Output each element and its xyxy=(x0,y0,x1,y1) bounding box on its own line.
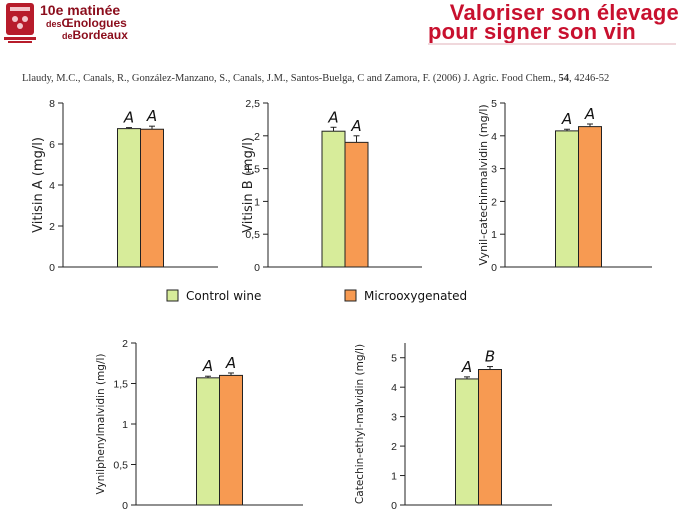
y-tick-label: 0,5 xyxy=(245,229,260,241)
bar-control xyxy=(117,128,141,268)
logo-small-des: des xyxy=(46,19,62,29)
y-tick-label: 5 xyxy=(391,353,397,365)
y-axis-title: Vynil-catechinmalvidin (mg/l) xyxy=(477,104,490,265)
y-axis-title: Vynilphenylmalvidin (mg/l) xyxy=(95,354,107,495)
chart-5: 0 1 2 3 4 5 Catechin-ethyl-malvidin (mg/l) AB xyxy=(354,343,552,512)
bar-microoxygenated xyxy=(478,369,502,506)
chart-1: 0 2 4 6 8 Vitisin A (mg/l) A A xyxy=(31,98,218,274)
y-tick-label: 1 xyxy=(122,419,128,431)
y-tick-label: 4 xyxy=(49,180,55,192)
y-tick-label: 3 xyxy=(491,164,497,176)
y-tick-label: 0 xyxy=(391,500,397,512)
significance-letter: A xyxy=(461,358,472,376)
y-tick-label: 8 xyxy=(49,98,55,110)
legend-swatch xyxy=(166,289,179,302)
legend-label: Control wine xyxy=(186,289,261,303)
logo-bordeaux: Bordeaux xyxy=(72,28,128,42)
y-tick-label: 4 xyxy=(491,131,497,143)
y-axis-title: Vitisin B (mg/l) xyxy=(241,137,256,233)
y-tick-label: 3 xyxy=(391,412,397,424)
bar-control xyxy=(196,377,220,506)
y-tick-label: 2 xyxy=(391,441,397,453)
y-tick-label: 4 xyxy=(391,382,397,394)
bar-microoxygenated xyxy=(219,374,243,506)
bar-control xyxy=(555,130,579,268)
logo-small-de: de xyxy=(62,31,73,41)
bar-microoxygenated xyxy=(344,141,369,268)
significance-letter: A xyxy=(146,107,157,125)
bar-microoxygenated xyxy=(578,126,602,268)
bar-microoxygenated xyxy=(140,128,164,268)
chart-2: 0 0,5 1 1,5 2 2,5 Vitisin B (mg/l) A A xyxy=(241,98,422,274)
logo-line-3: deBordeaux xyxy=(62,28,128,42)
significance-letter: A xyxy=(225,354,236,372)
citation-pages: , 4246-52 xyxy=(569,73,610,84)
significance-letter: A xyxy=(202,357,213,375)
citation: Llaudy, M.C., Canals, R., González-Manza… xyxy=(22,73,609,84)
y-tick-label: 2,5 xyxy=(245,98,260,110)
significance-letter: A xyxy=(327,108,338,126)
significance-letter: A xyxy=(123,109,134,127)
y-tick-label: 1 xyxy=(254,196,260,208)
y-tick-label: 2 xyxy=(491,196,497,208)
oenologues-seal-icon xyxy=(4,3,36,43)
bar-control xyxy=(321,130,346,268)
y-tick-label: 1,5 xyxy=(113,379,128,391)
logo-line-2: desŒnologues xyxy=(46,16,127,30)
legend-label: Microoxygenated xyxy=(364,289,467,303)
y-tick-label: 2 xyxy=(49,221,55,233)
bar-control xyxy=(455,378,479,506)
y-tick-label: 0 xyxy=(254,262,260,274)
title-underline xyxy=(428,43,676,45)
y-tick-label: 2 xyxy=(122,338,128,350)
y-tick-label: 1 xyxy=(391,471,397,483)
legend: Control wine Microoxygenated xyxy=(166,289,467,303)
logo-oenologues: Œnologues xyxy=(61,16,127,30)
y-tick-label: 1 xyxy=(491,229,497,241)
y-tick-label: 6 xyxy=(49,139,55,151)
citation-volume: 54 xyxy=(558,73,570,84)
y-tick-label: 1,5 xyxy=(245,164,260,176)
legend-swatch xyxy=(344,289,357,302)
y-tick-label: 5 xyxy=(491,98,497,110)
significance-letter: A xyxy=(350,117,361,135)
y-tick-label: 0 xyxy=(49,262,55,274)
significance-letter: A xyxy=(584,105,595,123)
significance-letter: A xyxy=(561,110,572,128)
y-tick-label: 2 xyxy=(254,131,260,143)
y-tick-label: 0 xyxy=(491,262,497,274)
y-axis-title: Catechin-ethyl-malvidin (mg/l) xyxy=(354,344,366,504)
logo: 10e matinée desŒnologues deBordeaux xyxy=(0,0,150,46)
citation-text: Llaudy, M.C., Canals, R., González-Manza… xyxy=(22,73,559,84)
logo-title: 10e matinée xyxy=(40,2,121,18)
slide-title-line-1: Valoriser son élevage xyxy=(449,0,679,25)
chart-4: 0 0,5 1 1,5 2 Vynilphenylmalvidin (mg/l) A A xyxy=(95,338,303,512)
y-tick-label: 0 xyxy=(122,500,128,512)
y-tick-label: 0,5 xyxy=(113,460,128,472)
y-axis-title: Vitisin A (mg/l) xyxy=(31,137,46,233)
slide-title-line-2: pour signer son vin xyxy=(428,19,636,44)
significance-letter: B xyxy=(485,348,495,366)
